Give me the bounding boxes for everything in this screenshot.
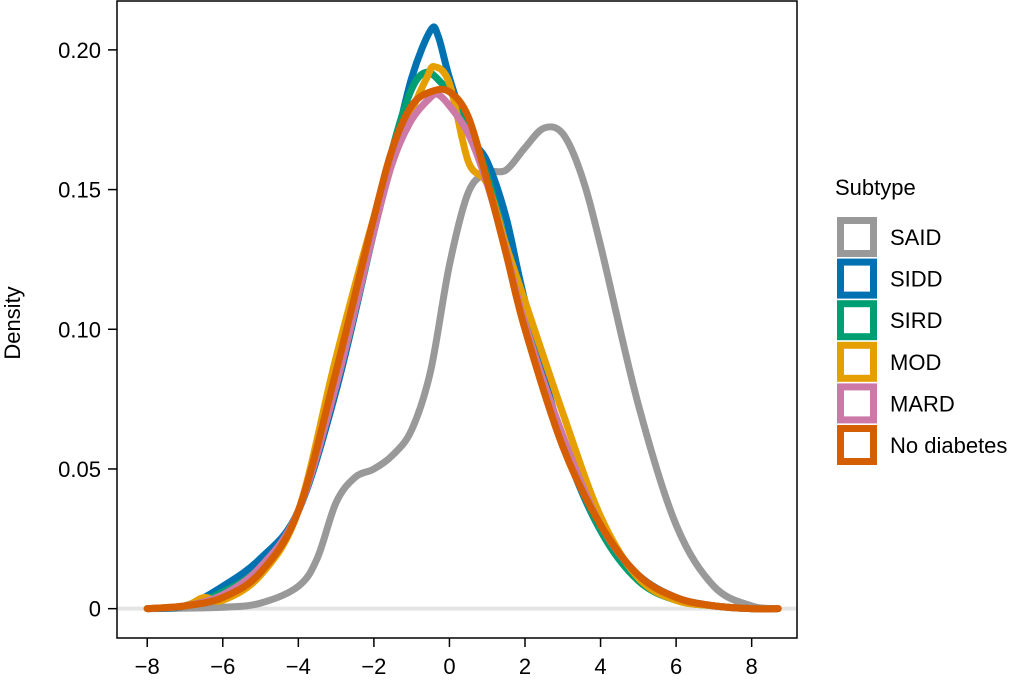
x-tick-label: −6 [210,654,235,679]
x-tick-label: 2 [519,654,531,679]
x-tick-label: −4 [286,654,311,679]
legend-key-sidd [837,258,877,299]
legend: Subtype SAID SIDD SIRD MOD MARD No diabetes [835,175,1007,465]
legend-label: No diabetes [890,433,1007,458]
y-tick-label: 0.20 [58,38,101,63]
series-line-said [143,123,782,613]
x-tick-label: 0 [443,654,455,679]
y-tick-label: 0.10 [58,317,101,342]
series-layer [143,23,782,613]
x-axis: −8 −6 −4 −2 0 2 4 6 8 [135,638,758,679]
legend-label: MARD [890,391,955,416]
legend-label: MOD [890,350,941,375]
x-tick-label: 4 [594,654,606,679]
legend-key-mard [837,383,877,424]
y-tick-label: 0 [89,597,101,622]
y-tick-label: 0.15 [58,178,101,203]
legend-key-sird [837,300,877,341]
legend-key-said [837,217,877,257]
plot-frame [116,0,798,639]
x-tick-label: −8 [135,654,160,679]
x-tick-label: 8 [746,654,758,679]
legend-key-no-diabetes [837,425,877,465]
x-tick-label: −2 [361,654,386,679]
x-tick-label: 6 [670,654,682,679]
y-axis-title: Density [0,286,25,359]
y-axis: 0 0.05 0.10 0.15 0.20 [58,38,117,622]
legend-label: SAID [890,225,941,250]
legend-key-mod [837,341,877,382]
y-tick-label: 0.05 [58,457,101,482]
legend-items: SAID SIDD SIRD MOD MARD No diabetes [837,217,1007,465]
legend-title: Subtype [835,175,916,200]
legend-label: SIRD [890,308,943,333]
series-line-no-diabetes [143,85,782,613]
legend-label: SIDD [890,267,943,292]
